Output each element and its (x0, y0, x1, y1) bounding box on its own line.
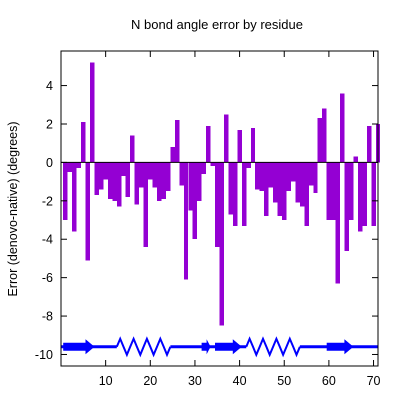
bar (223, 114, 229, 163)
bar (125, 162, 131, 197)
bar (67, 162, 73, 172)
bar (143, 162, 149, 247)
bar (183, 162, 189, 280)
bar (295, 162, 300, 203)
bar (362, 162, 367, 226)
bar (273, 162, 278, 203)
bar (357, 162, 363, 232)
bar (277, 162, 282, 217)
bar (81, 122, 86, 163)
bar (219, 162, 224, 326)
bar (331, 162, 336, 221)
bar (353, 156, 358, 163)
x-tick-label: 30 (188, 374, 202, 388)
bar (340, 93, 345, 163)
y-axis-label: Error (denovo-native) (degrees) (6, 121, 20, 296)
bar (90, 62, 95, 163)
bar (348, 162, 354, 221)
bar (192, 162, 198, 240)
y-tick-label: -4 (42, 233, 53, 247)
ss-strand-arrow (201, 339, 211, 355)
bar (107, 162, 113, 199)
bar (188, 162, 193, 211)
x-tick-label: 50 (277, 374, 291, 388)
ss-strand-arrow (215, 339, 242, 355)
y-tick-label: -8 (42, 310, 53, 324)
bar (179, 162, 184, 186)
y-tick-label: -10 (35, 348, 53, 362)
bar (174, 120, 180, 163)
x-tick-label: 20 (143, 374, 157, 388)
bar (322, 108, 327, 163)
x-tick-label: 40 (233, 374, 247, 388)
bar (148, 162, 153, 180)
bar (268, 162, 274, 188)
bar (326, 162, 332, 221)
bar (250, 127, 256, 163)
bar (371, 162, 376, 226)
bar (282, 162, 287, 221)
bar (76, 162, 82, 169)
bar (290, 162, 296, 182)
bar (72, 162, 77, 232)
bar (264, 162, 269, 217)
bar (112, 162, 117, 201)
bar (255, 162, 260, 190)
ss-strand-arrow (63, 339, 95, 355)
plot-frame (60, 50, 379, 367)
bar (215, 162, 220, 247)
bar (317, 118, 323, 163)
bar (103, 162, 108, 180)
bar (286, 162, 291, 192)
bar (366, 125, 372, 163)
bar (241, 162, 247, 226)
y-tick-label: 4 (46, 79, 53, 93)
x-tick-label: 10 (99, 374, 113, 388)
bar (152, 162, 157, 188)
bar (161, 162, 166, 199)
bar (210, 162, 216, 167)
bar (116, 162, 122, 207)
y-axis: -10 -8 -6 -4 -2 0 2 4 (35, 79, 378, 362)
bar (259, 162, 265, 192)
bar (63, 162, 68, 221)
bar (121, 162, 126, 176)
bar (232, 162, 238, 226)
y-tick-label: -6 (42, 271, 53, 285)
bar (197, 162, 202, 201)
bar (344, 162, 349, 251)
ss-strand-arrow (326, 339, 354, 355)
bar (134, 162, 140, 205)
bar (299, 162, 305, 207)
bar (308, 162, 314, 186)
bar (335, 162, 341, 284)
y-tick-label: -2 (42, 194, 53, 208)
bar (246, 162, 251, 169)
bar-series (63, 62, 381, 326)
x-tick-label: 70 (367, 374, 381, 388)
bar (165, 162, 171, 192)
bar (85, 162, 91, 261)
bar (206, 125, 211, 163)
bar (313, 162, 318, 194)
bar (201, 162, 207, 174)
bar (130, 135, 135, 163)
ss-helix-zigzag (115, 336, 172, 358)
bar (237, 129, 242, 163)
bar (139, 162, 144, 188)
x-axis: 10 20 30 40 50 60 70 (99, 51, 381, 388)
bar (304, 162, 309, 226)
chart-title: N bond angle error by residue (131, 17, 303, 32)
bar (228, 162, 233, 215)
secondary-structure-track (61, 336, 378, 358)
bar (94, 162, 99, 196)
bar (98, 162, 104, 190)
x-tick-label: 60 (322, 374, 336, 388)
bar (156, 162, 162, 201)
ss-helix-zigzag (245, 336, 301, 358)
y-tick-label: 0 (46, 156, 53, 170)
y-tick-label: 2 (46, 117, 53, 131)
bar (170, 147, 175, 163)
